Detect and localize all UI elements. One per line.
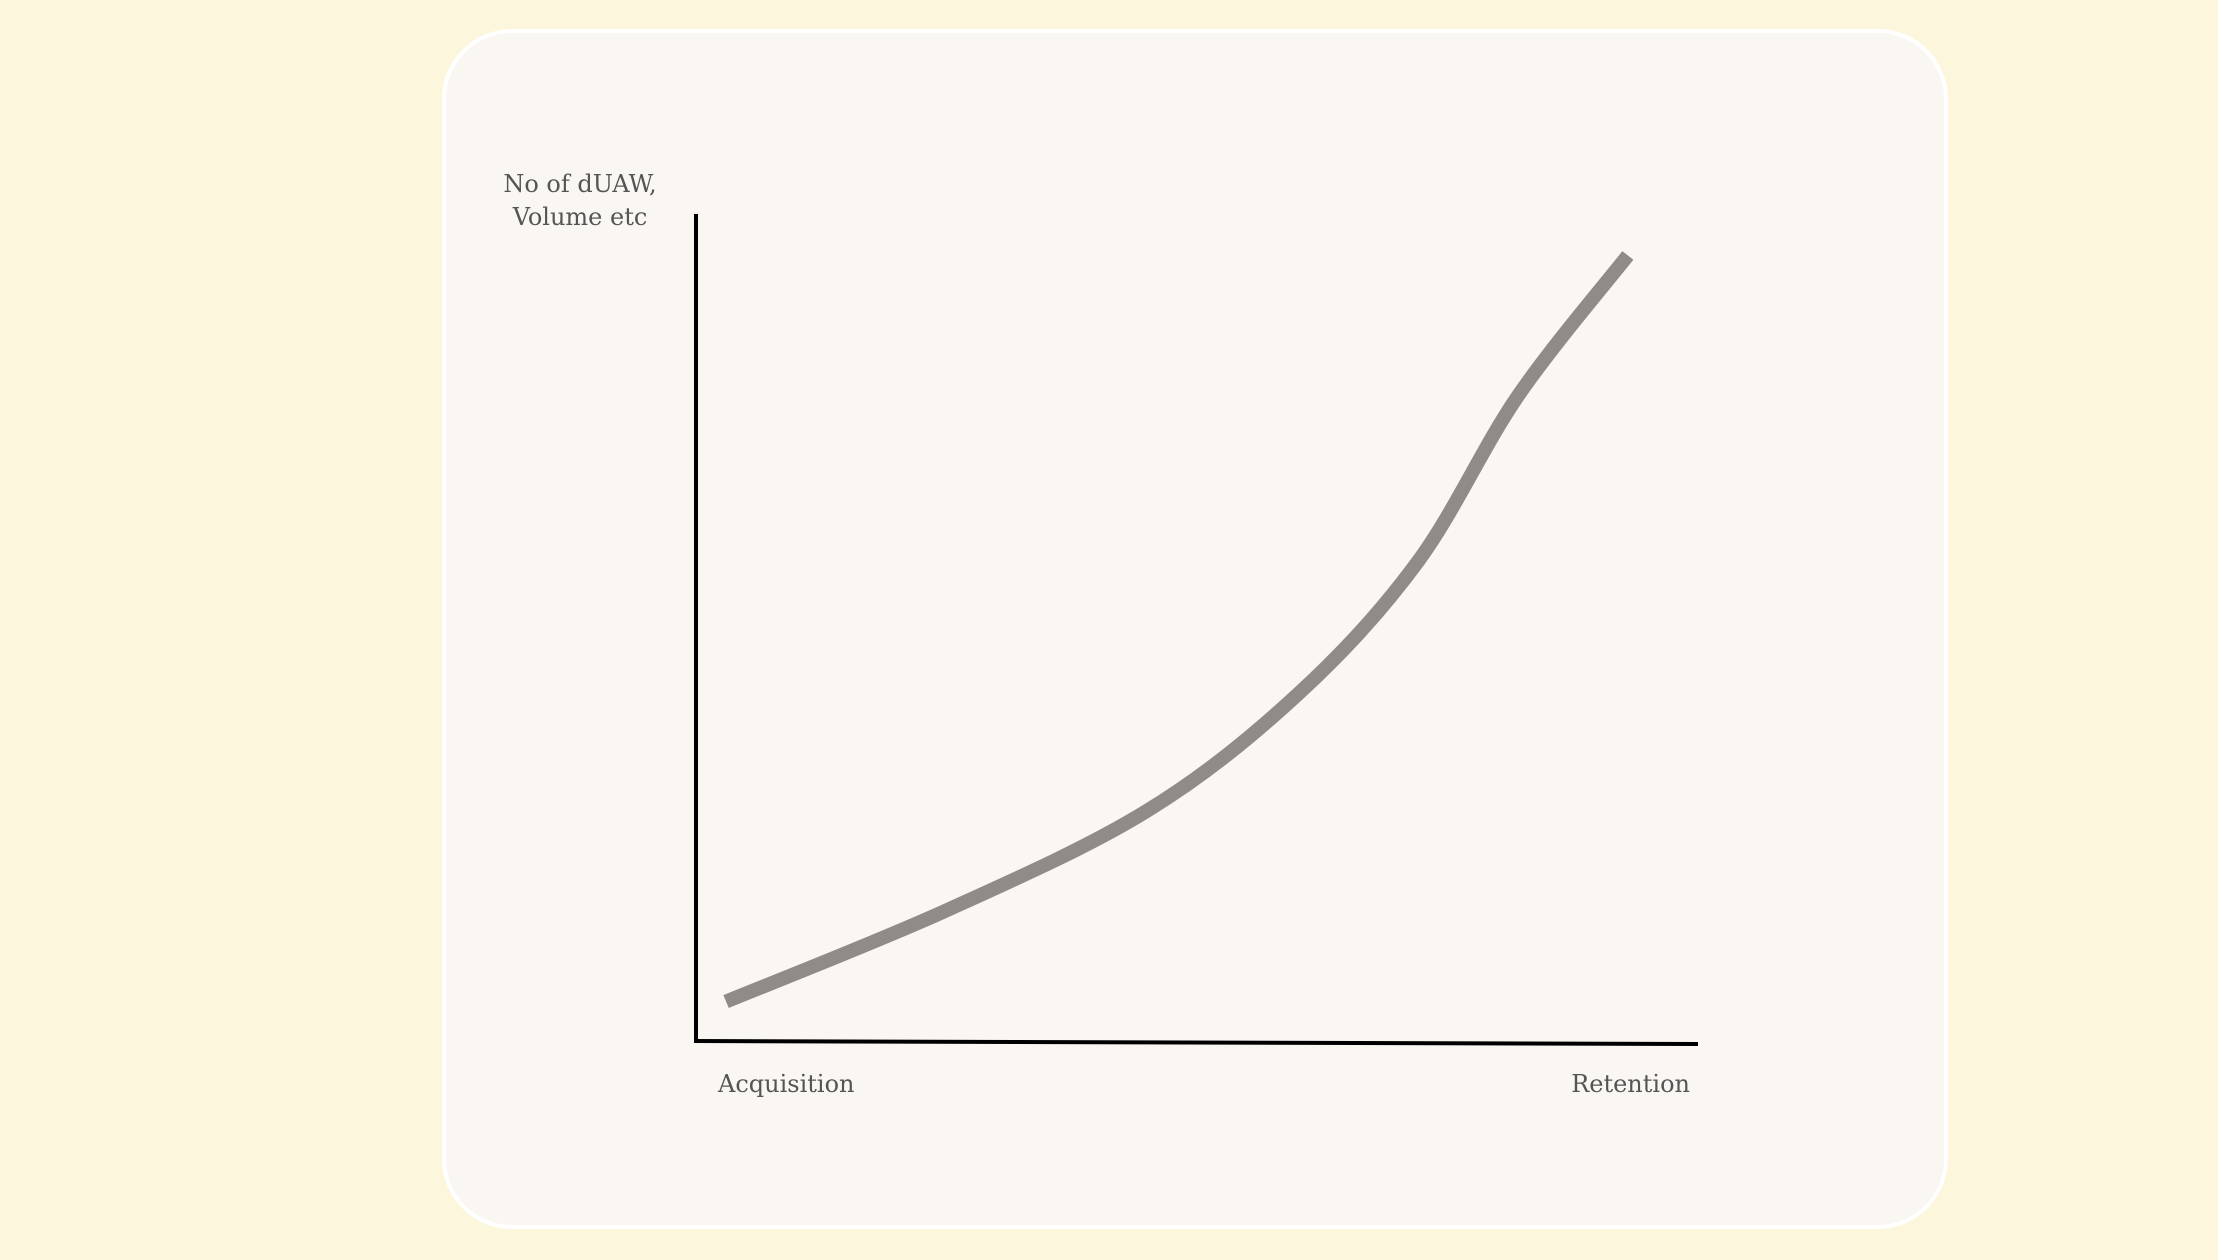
y-axis-label-line-2: Volume etc [512,203,648,231]
y-axis-label-line-1: No of dUAW, [503,170,657,198]
growth-curve [723,251,1634,1009]
diagram-card [442,29,1948,1229]
x-axis-end-label: Retention [1571,1070,1690,1098]
right-edge-strip [2218,0,2240,1260]
x-axis-start-label: Acquisition [718,1070,855,1098]
y-axis-label: No of dUAW, Volume etc [480,168,680,234]
x-axis [693,1039,1699,1046]
